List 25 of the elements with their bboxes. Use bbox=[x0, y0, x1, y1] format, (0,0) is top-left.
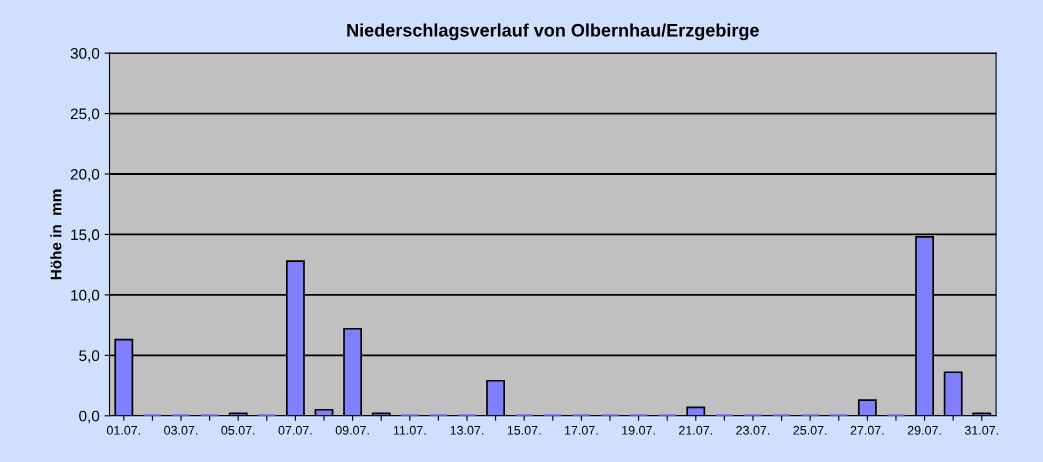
y-axis-title: Höhe in mm bbox=[50, 189, 62, 280]
y-tick-label: 15,0 bbox=[71, 229, 100, 242]
x-tick-label: 07.07. bbox=[278, 425, 312, 435]
x-tick-label: 03.07. bbox=[164, 425, 198, 435]
x-tick-label: 19.07. bbox=[622, 425, 655, 435]
x-tick-label: 09.07. bbox=[335, 425, 369, 435]
x-tick-label: 05.07. bbox=[221, 425, 255, 435]
x-tick-label: 17.07. bbox=[564, 425, 598, 435]
y-tick-label: 10,0 bbox=[71, 289, 100, 303]
y-tick-label: 5,0 bbox=[79, 350, 100, 363]
x-tick-label: 29.07. bbox=[907, 425, 941, 435]
x-tick-label: 13.07. bbox=[450, 425, 484, 435]
x-tick-label: 31.07. bbox=[964, 425, 998, 435]
x-tick-label: 21.07. bbox=[679, 425, 713, 435]
y-tick-label: 20,0 bbox=[70, 168, 100, 182]
x-tick-label: 27.07. bbox=[850, 425, 884, 435]
y-tick-label: 25,0 bbox=[70, 108, 100, 122]
chart-title: Niederschlagsverlauf von Olbernhau/Erzgebirge bbox=[347, 23, 759, 41]
x-tick-label: 23.07. bbox=[736, 425, 770, 435]
y-tick-label: 0,0 bbox=[79, 410, 100, 424]
x-tick-label: 11.07. bbox=[393, 425, 426, 435]
x-tick-label: 15.07. bbox=[507, 425, 541, 435]
y-tick-label: 30,0 bbox=[70, 48, 100, 61]
x-tick-label: 25.07. bbox=[793, 425, 827, 435]
x-tick-label: 01.07. bbox=[106, 425, 141, 435]
